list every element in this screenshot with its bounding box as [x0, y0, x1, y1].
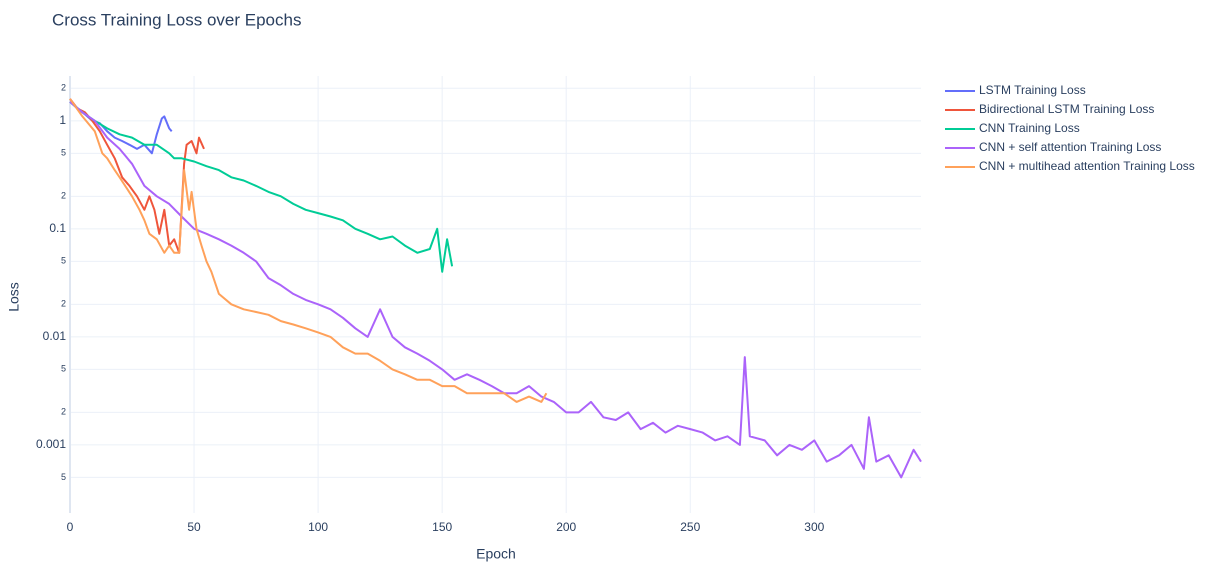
- x-tick-label: 200: [556, 520, 576, 534]
- x-tick-label: 0: [67, 520, 74, 534]
- y-tick-label: 5: [61, 148, 66, 158]
- legend-label: LSTM Training Loss: [979, 83, 1086, 97]
- y-tick-label: 5: [61, 472, 66, 482]
- y-tick-label: 0.1: [49, 221, 66, 235]
- y-tick-label: 2: [61, 191, 66, 201]
- x-tick-label: 300: [804, 520, 824, 534]
- legend-label: CNN + multihead attention Training Loss: [979, 159, 1195, 173]
- x-tick-label: 50: [187, 520, 201, 534]
- y-tick-label: 0.001: [36, 437, 66, 451]
- legend-label: Bidirectional LSTM Training Loss: [979, 102, 1154, 116]
- legend-label: CNN Training Loss: [979, 121, 1080, 135]
- y-tick-label: 2: [61, 407, 66, 417]
- y-tick-label: 1: [59, 113, 66, 127]
- line-series: [69, 98, 205, 254]
- line-series: [69, 98, 548, 403]
- grid: [69, 76, 921, 513]
- legend-label: CNN + self attention Training Loss: [979, 140, 1161, 154]
- x-axis-title: Epoch: [476, 546, 516, 562]
- y-tick-label: 5: [61, 256, 66, 266]
- line-series: [69, 101, 922, 479]
- line-series: [69, 101, 454, 273]
- y-tick-label: 5: [61, 364, 66, 374]
- x-tick-label: 100: [308, 520, 328, 534]
- chart-title: Cross Training Loss over Epochs: [52, 10, 301, 29]
- x-tick-label: 150: [432, 520, 452, 534]
- x-tick-label: 250: [680, 520, 700, 534]
- y-axis-title: Loss: [6, 282, 22, 312]
- y-tick-label: 0.01: [43, 329, 67, 343]
- y-tick-label: 2: [61, 83, 66, 93]
- y-tick-label: 2: [61, 299, 66, 309]
